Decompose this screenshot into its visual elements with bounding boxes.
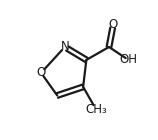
Text: N: N [60, 40, 69, 53]
Text: OH: OH [119, 53, 137, 66]
Text: O: O [36, 66, 46, 79]
Text: O: O [109, 18, 118, 31]
Text: CH₃: CH₃ [85, 103, 107, 116]
